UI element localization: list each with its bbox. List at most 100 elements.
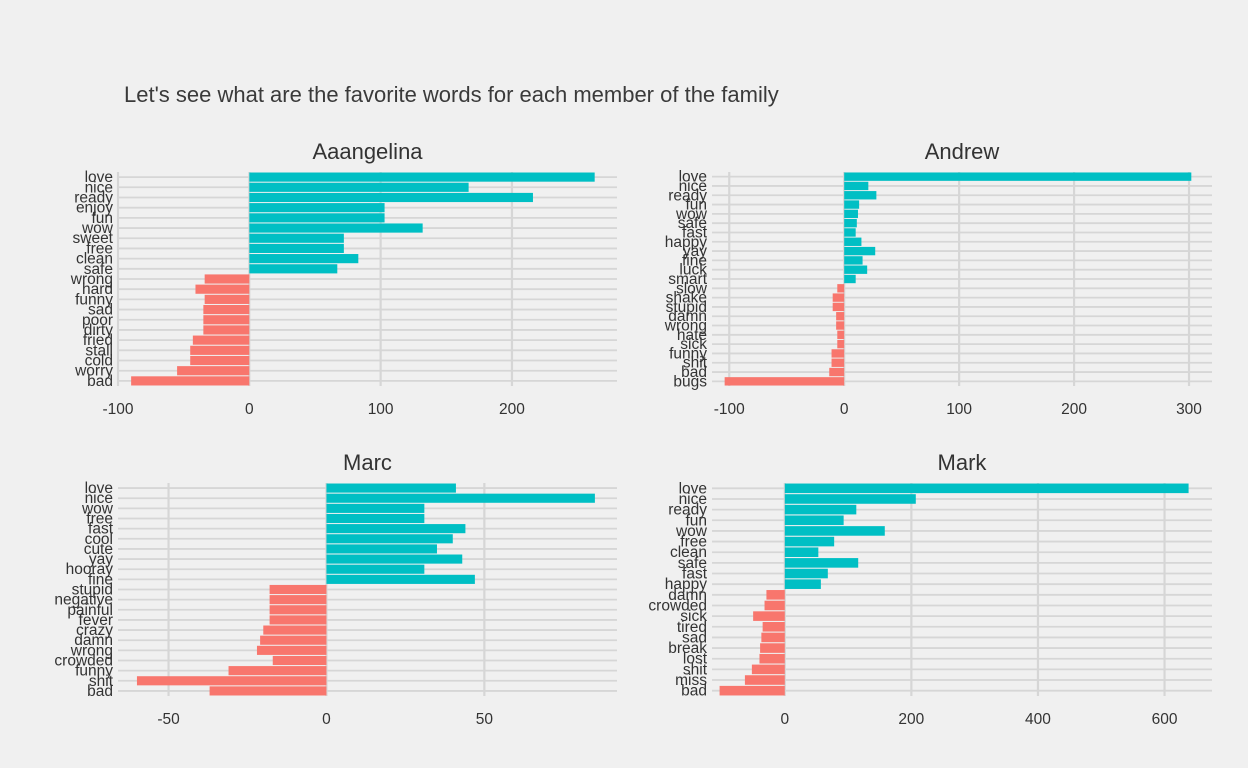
- bar-nice: [249, 182, 469, 192]
- x-tick-label: 400: [1025, 711, 1051, 728]
- y-tick-label: fast: [88, 521, 114, 538]
- bar-sweet: [249, 233, 344, 243]
- y-tick-label: crowded: [648, 597, 707, 614]
- y-tick-label: stupid: [72, 582, 113, 599]
- bar-damn: [260, 635, 327, 645]
- bar-bad: [829, 367, 845, 377]
- bar-dirty: [203, 325, 250, 335]
- y-tick-label: damn: [668, 587, 707, 604]
- x-tick-label: -100: [102, 401, 133, 418]
- y-tick-label: poor: [82, 312, 113, 329]
- bar-luck: [844, 265, 868, 274]
- bar-cute: [326, 544, 437, 554]
- bar-poor: [203, 315, 250, 325]
- bar-wow: [249, 223, 423, 233]
- y-tick-label: sad: [88, 302, 113, 319]
- bar-free: [784, 536, 835, 547]
- bar-fun: [784, 515, 844, 526]
- y-tick-label: worry: [74, 363, 113, 380]
- panel-title: Aaangelina: [312, 139, 423, 164]
- bar-shit: [136, 676, 327, 686]
- y-tick-label: nice: [85, 179, 113, 196]
- bar-wrong: [836, 321, 845, 330]
- x-tick-label: 0: [322, 711, 331, 728]
- bar-shake: [832, 293, 845, 302]
- bar-cold: [190, 355, 250, 366]
- bar-fast: [784, 568, 828, 579]
- bar-bugs: [724, 377, 845, 386]
- y-tick-label: wow: [81, 220, 114, 237]
- bar-slow: [837, 284, 845, 293]
- y-tick-label: ready: [668, 502, 707, 519]
- bar-stupid: [832, 302, 845, 312]
- facet-panel: lovenicereadyfunwowsafefasthappyyayfinel…: [664, 139, 1212, 418]
- y-tick-label: ready: [74, 189, 113, 206]
- bar-fried: [192, 335, 250, 345]
- x-tick-label: 0: [840, 401, 849, 418]
- x-tick-label: 0: [780, 711, 789, 728]
- bar-enjoy: [249, 203, 385, 213]
- y-tick-label: free: [86, 511, 113, 528]
- bar-fine: [326, 574, 475, 584]
- bar-yay: [844, 246, 876, 256]
- x-tick-label: 300: [1176, 401, 1202, 418]
- x-tick-label: 200: [499, 401, 525, 418]
- bar-crowded: [272, 655, 327, 666]
- bar-wow: [784, 526, 885, 536]
- y-tick-label: fine: [682, 252, 707, 269]
- x-tick-label: 600: [1152, 711, 1178, 728]
- bar-wrong: [204, 274, 250, 284]
- bar-hard: [195, 284, 250, 294]
- y-tick-label: bugs: [673, 373, 707, 390]
- bar-cool: [326, 534, 453, 544]
- bar-wrong: [256, 645, 327, 655]
- y-tick-label: hate: [677, 327, 707, 344]
- y-tick-label: cold: [85, 353, 113, 370]
- bar-yay: [326, 554, 463, 564]
- bar-lost: [759, 653, 785, 664]
- y-tick-label: break: [668, 640, 707, 657]
- bar-clean: [784, 547, 819, 558]
- y-tick-label: stupid: [666, 299, 707, 316]
- bar-damn: [836, 312, 845, 321]
- bar-stall: [190, 345, 250, 355]
- bar-wow: [844, 209, 858, 219]
- y-tick-label: happy: [665, 234, 707, 251]
- y-tick-label: slow: [676, 280, 708, 297]
- x-tick-label: 100: [946, 401, 972, 418]
- x-tick-label: 100: [368, 401, 394, 418]
- bar-bad: [719, 685, 785, 696]
- y-tick-label: wow: [81, 500, 114, 517]
- bar-happy: [844, 237, 862, 246]
- bar-free: [249, 243, 344, 254]
- y-tick-label: painful: [67, 602, 113, 619]
- bar-hooray: [326, 564, 425, 574]
- bar-love: [249, 172, 595, 182]
- bar-safe: [784, 558, 859, 568]
- facet-panel: lovenicewowfreefastcoolcuteyayhoorayfine…: [54, 450, 617, 728]
- y-tick-label: shake: [666, 290, 707, 307]
- y-tick-label: ready: [668, 187, 707, 204]
- bar-miss: [744, 675, 785, 685]
- bar-fast: [844, 228, 856, 237]
- y-tick-label: negative: [54, 592, 113, 609]
- x-tick-label: 0: [245, 401, 254, 418]
- x-tick-label: 50: [476, 711, 494, 728]
- y-tick-label: happy: [665, 576, 707, 593]
- bar-bad: [209, 686, 327, 696]
- bar-sad: [761, 632, 785, 643]
- y-tick-label: wow: [675, 523, 708, 540]
- bar-stupid: [269, 584, 327, 595]
- panel-title: Marc: [343, 450, 392, 475]
- bar-happy: [784, 579, 821, 589]
- bar-ready: [844, 191, 877, 200]
- y-tick-label: sick: [680, 336, 707, 353]
- bar-love: [844, 172, 1192, 181]
- bar-bad: [131, 376, 250, 386]
- bar-ready: [249, 192, 533, 203]
- panel-title: Andrew: [925, 139, 1000, 164]
- bar-safe: [844, 218, 857, 228]
- y-tick-label: crowded: [54, 653, 113, 670]
- bar-fever: [269, 615, 327, 625]
